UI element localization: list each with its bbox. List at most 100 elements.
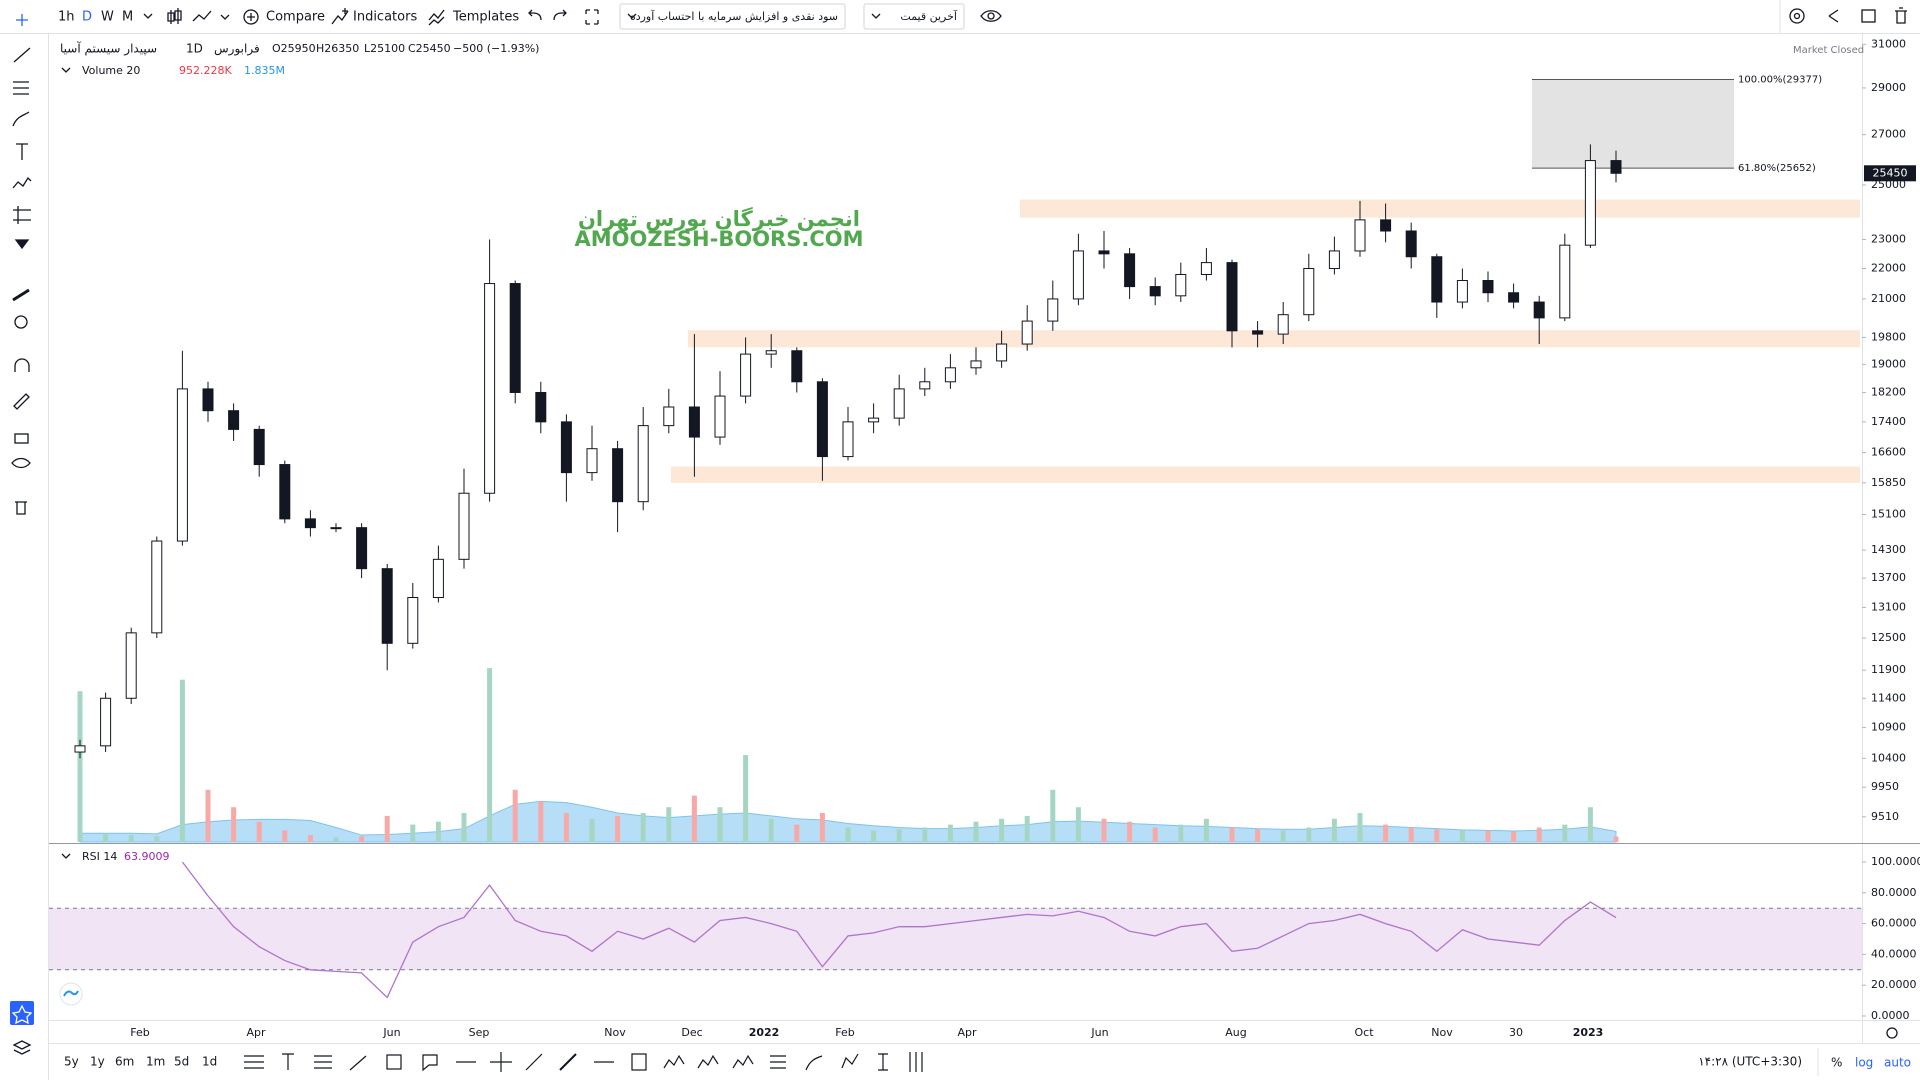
tool[interactable] [282, 1053, 294, 1070]
volume-value: 952.228K [179, 64, 232, 77]
layers-button[interactable] [12, 1040, 32, 1055]
candle-body [1098, 250, 1110, 255]
magnet-tool[interactable] [14, 358, 30, 372]
compare-button[interactable]: Compare [266, 10, 325, 25]
delete-button[interactable] [1895, 7, 1907, 24]
volume-bar [1050, 789, 1056, 842]
y-tick-label: 13700 [1871, 571, 1906, 584]
bottom-bar: 5y 1y 6m 1m 5d 1d ۱۴:۲۸ (U [64, 1027, 1911, 1076]
brush-tool[interactable] [12, 111, 30, 127]
volume-bar [896, 829, 902, 842]
trend-line-tool[interactable] [13, 47, 31, 63]
line-style-button[interactable] [192, 10, 212, 22]
tool[interactable] [909, 1052, 923, 1072]
candle-body [1303, 268, 1315, 316]
redo-button[interactable] [553, 9, 567, 21]
tool[interactable] [878, 1053, 888, 1071]
volume-bar [691, 795, 697, 842]
templates-button[interactable]: Templates [452, 10, 519, 25]
tool[interactable] [663, 1054, 685, 1069]
candle-body [1584, 160, 1596, 246]
hide-tool[interactable] [11, 457, 31, 469]
indicators-icon[interactable] [331, 8, 349, 25]
tool[interactable] [770, 1055, 786, 1069]
candle-body [1200, 262, 1212, 275]
tool[interactable] [386, 1054, 402, 1070]
watermark-site: AMOOZESH-BOORS.COM [575, 227, 864, 251]
pattern-tool[interactable] [12, 176, 32, 189]
volume-bar [1101, 818, 1107, 842]
axis-settings[interactable] [1886, 1027, 1898, 1039]
candle-body [688, 406, 700, 438]
interval-button[interactable]: D [82, 10, 92, 25]
candle-body [176, 388, 188, 542]
tool[interactable] [697, 1054, 719, 1069]
undo-button[interactable] [528, 9, 542, 21]
tool[interactable] [732, 1054, 754, 1069]
candle-body [560, 421, 572, 474]
range-button[interactable]: 6m [115, 1055, 134, 1069]
log-button[interactable]: log [1855, 1056, 1873, 1070]
interval-button[interactable]: 1h [58, 10, 75, 25]
crosshair-tool[interactable] [16, 14, 28, 26]
visibility-button[interactable] [980, 10, 1002, 22]
collapse-button[interactable] [61, 853, 71, 859]
y-tick-label: 21000 [1871, 292, 1906, 305]
interval-button[interactable]: W [101, 10, 114, 25]
percent-button[interactable]: % [1831, 1056, 1842, 1070]
measure-tool[interactable] [12, 288, 30, 302]
text-tool[interactable] [16, 143, 28, 160]
range-button[interactable]: 5y [64, 1055, 79, 1069]
main-legend: سپیدار سیستم آسیا 1D فرابورس O25950 H263… [59, 41, 1864, 1006]
candle-body [1072, 250, 1084, 300]
collapse-button[interactable] [61, 67, 71, 73]
tool[interactable] [841, 1053, 859, 1069]
watchlist-button[interactable] [10, 1001, 34, 1025]
volume-bar [845, 827, 851, 842]
prediction-tool[interactable] [13, 206, 31, 224]
range-button[interactable]: 1m [146, 1055, 165, 1069]
settings-icon [1793, 12, 1801, 20]
tool[interactable] [805, 1055, 823, 1071]
candle-body [663, 406, 675, 427]
templates-icon[interactable] [428, 9, 445, 26]
dividend-dropdown[interactable] [619, 3, 846, 30]
tool[interactable] [559, 1053, 577, 1071]
fullscreen-button[interactable] [585, 9, 599, 25]
auto-button[interactable]: auto [1884, 1056, 1911, 1070]
interval-button[interactable]: M [122, 10, 133, 25]
indicators-button[interactable]: Indicators [353, 10, 417, 25]
zoom-tool[interactable] [14, 315, 28, 329]
price-type-dropdown[interactable] [863, 3, 965, 30]
share-button[interactable] [1828, 9, 1839, 23]
chart-style-button[interactable] [167, 8, 182, 24]
tool[interactable] [244, 1055, 264, 1069]
drawing-mode[interactable] [13, 393, 30, 410]
settings-button[interactable] [1789, 8, 1805, 24]
interval-dropdown[interactable] [143, 13, 153, 19]
remove-tool[interactable] [15, 501, 27, 515]
volume-bar [333, 837, 339, 842]
more-tools[interactable] [14, 239, 30, 250]
volume-bar [999, 818, 1005, 842]
tool[interactable] [422, 1054, 438, 1072]
y-tick-label: 19800 [1871, 330, 1906, 343]
candle-body [868, 417, 880, 423]
tool[interactable] [631, 1053, 647, 1071]
fib-tool[interactable] [13, 81, 29, 95]
tool[interactable] [314, 1055, 332, 1069]
tool[interactable] [525, 1053, 543, 1071]
tool[interactable] [349, 1055, 367, 1071]
x-tick-label: Aug [1225, 1026, 1246, 1039]
range-button[interactable]: 1d [202, 1055, 217, 1069]
tool[interactable] [490, 1052, 512, 1072]
lock-tool[interactable] [14, 433, 29, 444]
volume-bar [1255, 829, 1261, 842]
range-button[interactable]: 1y [90, 1055, 105, 1069]
compare-icon[interactable] [243, 9, 259, 25]
volume-bar [1331, 818, 1337, 842]
range-button[interactable]: 5d [174, 1055, 189, 1069]
volume-bar [384, 815, 390, 842]
snapshot-button[interactable] [1861, 9, 1876, 23]
style-dropdown[interactable] [220, 14, 230, 20]
